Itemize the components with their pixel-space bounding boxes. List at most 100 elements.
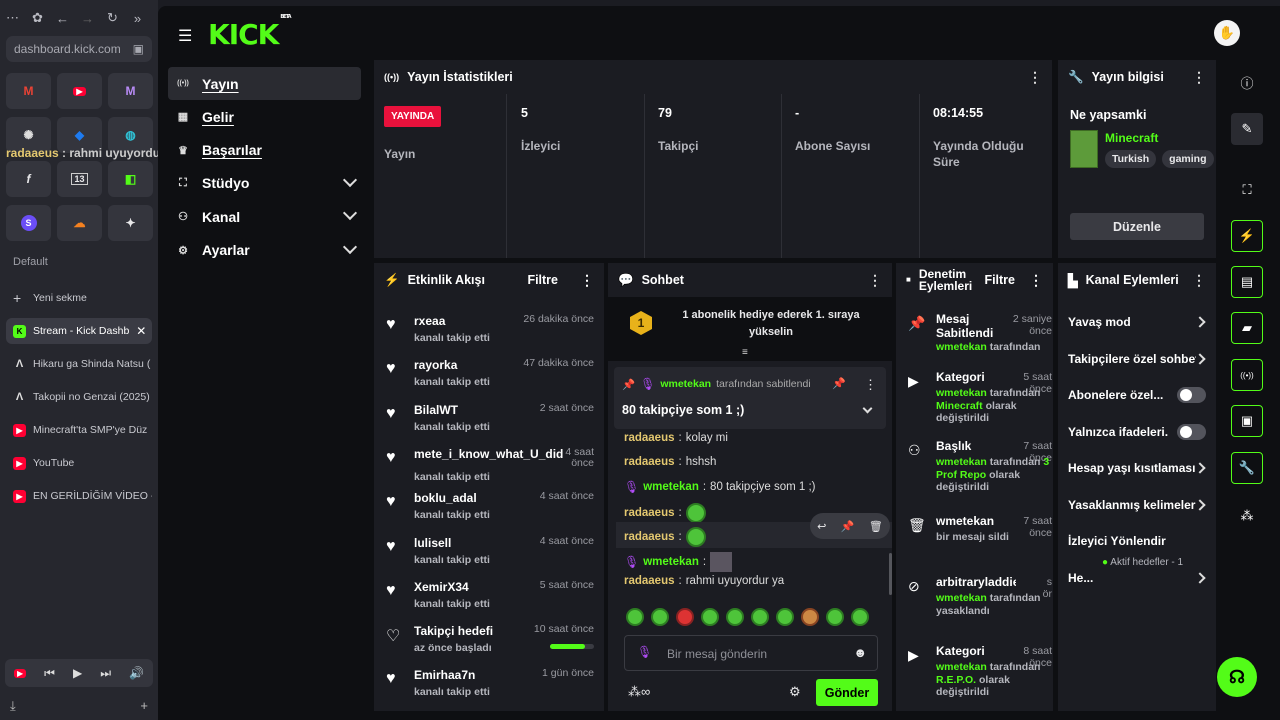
emote-icon[interactable] [826, 608, 844, 626]
back-icon[interactable]: ← [56, 10, 69, 26]
chat-settings-icon[interactable]: ⚙ [789, 684, 801, 699]
emote-icon[interactable] [751, 608, 769, 626]
info-icon[interactable]: ⓘ [1240, 75, 1254, 91]
nav-item-1[interactable]: ▦ Gelir [168, 100, 361, 133]
reload-icon[interactable]: ↻ [107, 10, 118, 25]
volume-icon[interactable]: 🔊 [129, 666, 144, 680]
collapse-lines-icon[interactable]: ≡ [742, 347, 748, 358]
menu-icon[interactable]: ☰ [178, 28, 193, 45]
browser-tab[interactable]: ▶ EN GERİLDİĞİM VİDEO - [6, 483, 152, 509]
broadcast-icon[interactable]: ((•)) [1231, 359, 1263, 391]
event-name[interactable]: Emirhaa7n [414, 668, 476, 683]
pin-menu-icon[interactable]: ⋮ [864, 377, 877, 392]
mod-category[interactable]: 3 Prof Repo [936, 456, 1050, 481]
browser-tab[interactable]: Ʌ Hikaru ga Shinda Natsu ( [6, 351, 152, 377]
previous-icon[interactable]: ⏮ [44, 665, 55, 680]
event-name[interactable]: mete_i_know_what_U_did [414, 446, 564, 461]
pencil-icon[interactable]: ✎ [1231, 113, 1263, 145]
nav-item-3[interactable]: ⛶ Stüdyo [168, 167, 361, 200]
close-icon[interactable]: ✕ [136, 324, 147, 338]
notes-icon[interactable]: ▤ [1231, 266, 1263, 298]
chat-scrollbar[interactable] [889, 553, 892, 595]
extensions-icon[interactable]: ✿ [32, 10, 43, 25]
user-avatar[interactable]: ✋ [1214, 20, 1240, 46]
app-tile-13[interactable]: 13 [57, 161, 102, 197]
emote-icon[interactable] [676, 608, 694, 626]
app-tile-teal[interactable]: ◍ [108, 117, 153, 153]
category-link[interactable]: Minecraft [1105, 131, 1159, 145]
nav-item-2[interactable]: ♛ Başarılar [168, 134, 361, 167]
emote-icon[interactable] [626, 608, 644, 626]
browser-tab[interactable]: Ʌ Takopii no Genzai (2025) [6, 384, 152, 410]
studio-icon[interactable]: ▣ [1231, 405, 1263, 437]
moderation-filter-button[interactable]: Filtre [984, 272, 1015, 287]
events-menu-icon[interactable]: ⋮ [580, 271, 594, 288]
gmail-tile[interactable]: M [6, 73, 51, 109]
app-tile-puzzle[interactable]: ✦ [108, 205, 153, 241]
emote-icon[interactable] [726, 608, 744, 626]
new-tab-button[interactable]: + Yeni sekme [6, 285, 152, 311]
actions-menu-icon[interactable]: ⋮ [1192, 271, 1206, 288]
event-name[interactable]: rxeaa [414, 314, 446, 328]
youtube-tile[interactable]: ▶ [57, 73, 102, 109]
app-tile-cloud[interactable]: ☁ [57, 205, 102, 241]
tab-grid-icon[interactable]: ▣ [132, 42, 144, 56]
expand-pin-icon[interactable] [862, 403, 873, 414]
browser-tab[interactable]: K Stream - Kick Dashb ✕ [6, 318, 152, 344]
chat-icon[interactable]: ▰ [1231, 312, 1263, 344]
chat-user[interactable]: wmetekan [643, 556, 699, 568]
support-button[interactable]: ☊ [1217, 657, 1257, 697]
app-tile-s[interactable]: S [6, 205, 51, 241]
mod-user[interactable]: wmetekan [936, 661, 987, 673]
delete-icon[interactable]: 🗑 [868, 520, 883, 533]
emote-icon[interactable] [776, 608, 794, 626]
mod-user[interactable]: wmetekan [936, 592, 987, 604]
chat-input[interactable]: 🎙 Bir mesaj gönderin ☻ [624, 635, 878, 671]
mic-icon[interactable]: 🎙 [637, 645, 653, 659]
edit-button[interactable]: Düzenle [1070, 213, 1204, 240]
lightning-icon[interactable]: ⚡ [1231, 220, 1263, 252]
apps-icon[interactable]: ⁂ [1240, 508, 1254, 523]
app-tile-f[interactable]: f [6, 161, 51, 197]
event-name[interactable]: BilalWT [414, 402, 458, 417]
emote-icon[interactable] [701, 608, 719, 626]
chat-user[interactable]: radaaeus [624, 456, 675, 468]
chat-user[interactable]: wmetekan [643, 481, 699, 493]
proton-tile[interactable]: M [108, 73, 153, 109]
event-name[interactable]: Takipçi hedefi [414, 624, 494, 639]
chat-user[interactable]: radaaeus [624, 531, 675, 543]
points-icon[interactable]: ⁂∞ [628, 684, 651, 699]
scan-icon[interactable]: ⛶ [1242, 182, 1252, 197]
forward-icon[interactable]: → [81, 10, 94, 26]
kick-logo[interactable]: KICKBETA [208, 14, 292, 51]
download-icon[interactable]: ⤓ [10, 698, 16, 713]
mod-user[interactable]: wmetekan [936, 456, 987, 468]
emote-icon[interactable] [651, 608, 669, 626]
chat-menu-icon[interactable]: ⋮ [868, 271, 882, 288]
emote-icon[interactable] [801, 608, 819, 626]
tag[interactable]: Turkish [1105, 150, 1157, 168]
chat-user[interactable]: radaaeus [624, 432, 675, 444]
unpin-icon[interactable]: 📌 [832, 378, 846, 390]
info-menu-icon[interactable]: ⋮ [1192, 68, 1206, 85]
tag[interactable]: gaming [1162, 150, 1214, 168]
chat-user[interactable]: radaaeus [624, 575, 675, 587]
mod-category[interactable]: R.E.P.O. [936, 673, 977, 686]
wrench-icon[interactable]: 🔧 [1231, 452, 1263, 484]
event-name[interactable]: boklu_adal [414, 491, 477, 506]
browser-tab[interactable]: ▶ Minecraft'ta SMP'ye Düz [6, 417, 152, 443]
nav-item-4[interactable]: ⚇ Kanal [168, 200, 361, 233]
chat-user[interactable]: radaaeus [624, 507, 675, 519]
pinned-by-user[interactable]: wmetekan [660, 378, 712, 390]
play-icon[interactable]: ▶ [72, 666, 83, 680]
chatgpt-tile[interactable]: ✺ [6, 117, 51, 153]
event-name[interactable]: XemirX34 [414, 579, 469, 594]
nav-item-0[interactable]: ((•)) Yayın [168, 67, 361, 100]
mod-category[interactable]: Minecraft [936, 399, 983, 412]
mod-user[interactable]: wmetekan [936, 341, 987, 353]
collapse-icon[interactable]: » [133, 10, 142, 26]
emote-icon[interactable] [851, 608, 869, 626]
next-icon[interactable]: ⏭ [100, 665, 112, 680]
nav-item-5[interactable]: ⚙ Ayarlar [168, 234, 361, 267]
events-filter-button[interactable]: Filtre [527, 273, 558, 287]
